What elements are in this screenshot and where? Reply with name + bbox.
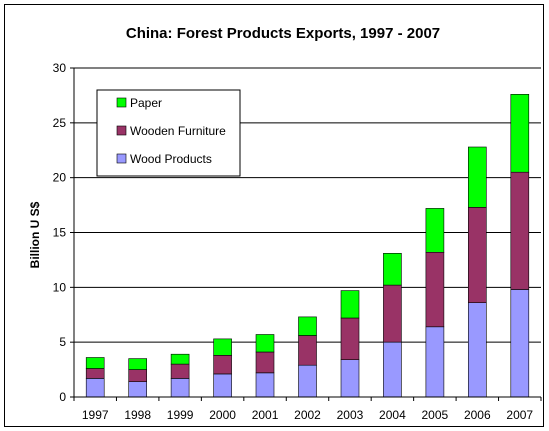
bar-2003-wooden-furniture [340, 317, 360, 361]
x-tick-label-2003: 2003 [337, 408, 364, 422]
x-tick-label-2006: 2006 [464, 408, 491, 422]
bar-2001-paper [255, 334, 275, 353]
bar-2004-wooden-furniture [383, 284, 402, 343]
bar-2007-paper [510, 94, 530, 173]
bar-1998-paper [128, 358, 147, 370]
bar-2002-wood-products [298, 364, 317, 398]
bar-2004-paper [383, 253, 402, 286]
x-tick-label-1999: 1999 [167, 408, 194, 422]
x-tick-label-2007: 2007 [506, 408, 533, 422]
x-tick-label-2002: 2002 [294, 408, 321, 422]
bar-2003-paper [340, 290, 360, 319]
bar-2004-wood-products [383, 341, 402, 398]
bar-1998-wood-products [128, 381, 147, 398]
bar-1999-wood-products [170, 378, 190, 398]
bar-2002-paper [298, 316, 317, 336]
y-axis-label: Billion U S$ [28, 201, 42, 268]
legend-label-wooden-furniture: Wooden Furniture [130, 124, 226, 138]
bar-2006-wood-products [467, 302, 487, 398]
x-tick-label-2001: 2001 [252, 408, 279, 422]
legend: Paper Wooden Furniture Wood Products [96, 89, 241, 177]
bar-2006-wooden-furniture [467, 207, 487, 304]
x-tick-label-2000: 2000 [209, 408, 236, 422]
y-tick-label-4: 20 [53, 171, 67, 185]
x-tick-label-2005: 2005 [422, 408, 449, 422]
bar-2006-paper [467, 146, 487, 208]
legend-label-wood-products: Wood Products [130, 152, 212, 166]
bar-2002-wooden-furniture [298, 335, 317, 366]
x-tick-label-1998: 1998 [124, 408, 151, 422]
y-tick-label-0: 0 [59, 390, 66, 404]
bar-2001-wooden-furniture [255, 351, 275, 374]
chart-frame [4, 4, 544, 427]
bar-1998-wooden-furniture [128, 369, 147, 383]
bar-1999-wooden-furniture [170, 363, 190, 379]
y-tick-label-3: 15 [53, 226, 67, 240]
y-tick-label-1: 5 [59, 335, 66, 349]
bar-2005-wood-products [425, 326, 445, 398]
y-tick-label-5: 25 [53, 116, 67, 130]
bars [85, 94, 530, 398]
bar-1997-paper [85, 357, 105, 369]
legend-swatch-wood-products [116, 153, 127, 164]
bar-2000-wooden-furniture [213, 354, 232, 375]
y-tick-label-2: 10 [53, 280, 67, 294]
bar-2007-wooden-furniture [510, 171, 530, 290]
bar-2005-paper [425, 208, 445, 253]
bar-1997-wooden-furniture [85, 368, 105, 379]
axes [70, 67, 542, 401]
bar-2000-paper [213, 338, 232, 356]
bar-2007-wood-products [510, 289, 530, 398]
legend-swatch-wooden-furniture [116, 125, 127, 136]
bar-2000-wood-products [213, 373, 232, 398]
legend-swatch-paper [116, 97, 127, 108]
y-tick-labels: 0 5 10 15 20 25 30 [53, 61, 67, 404]
legend-label-paper: Paper [130, 96, 162, 110]
y-tick-label-6: 30 [53, 61, 67, 75]
bar-2001-wood-products [255, 372, 275, 398]
x-tick-labels: 1997 1998 1999 2000 2001 2002 2003 2004 2005 2006… [82, 408, 534, 422]
bar-2005-wooden-furniture [425, 251, 445, 328]
x-tick-label-2004: 2004 [379, 408, 406, 422]
bar-1999-paper [170, 353, 190, 365]
chart-title: China: Forest Products Exports, 1997 - 2… [126, 25, 440, 42]
bar-2003-wood-products [340, 359, 360, 398]
x-tick-label-1997: 1997 [82, 408, 109, 422]
bar-1997-wood-products [85, 378, 105, 398]
